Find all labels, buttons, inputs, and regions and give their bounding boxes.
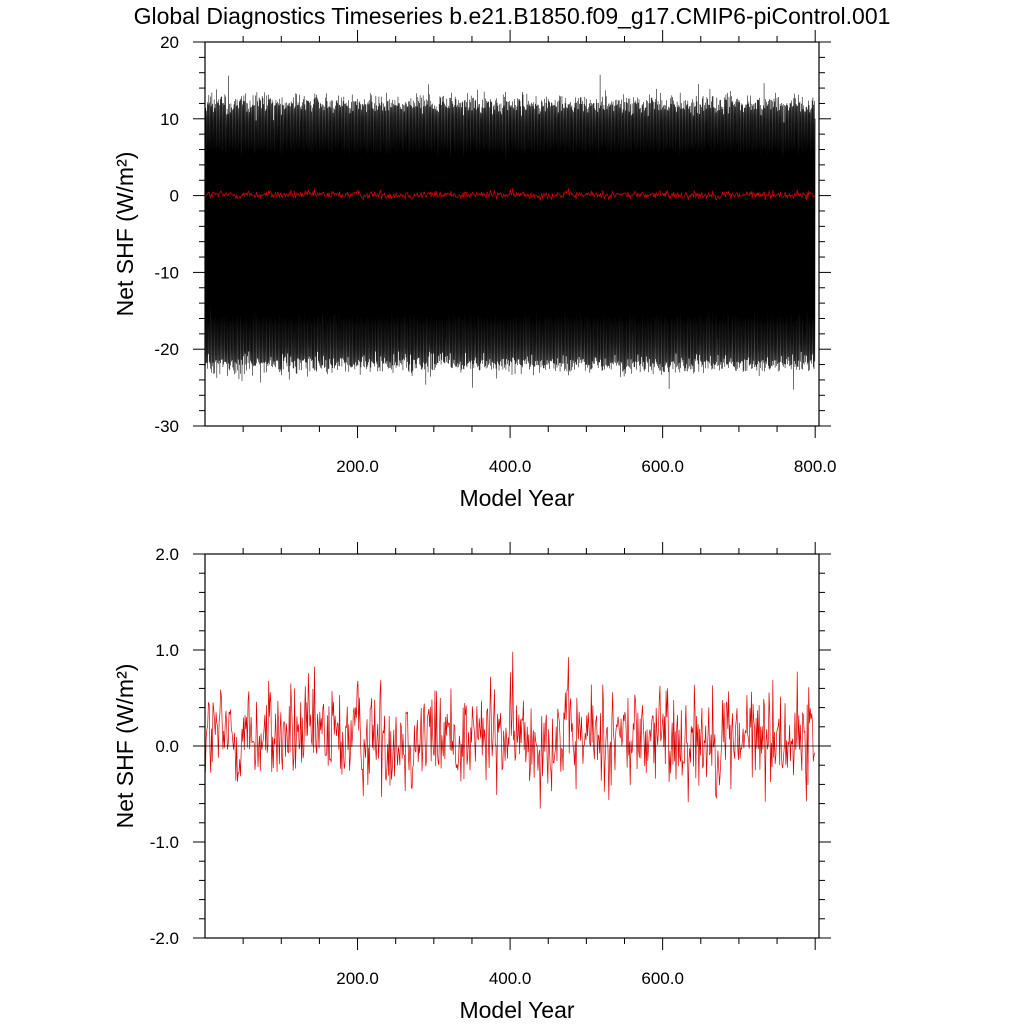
chart-panel-top: -30 -20 -10 0 10 20 200.0 400.0 600.0 800.0 Model …	[112, 30, 836, 511]
x-axis-label: Model Year	[459, 485, 574, 511]
y-tick-label: -30	[154, 417, 179, 436]
figure-title: Global Diagnostics Timeseries b.e21.B185…	[134, 3, 891, 29]
y-tick-label: 0	[170, 187, 179, 206]
x-tick-label: 400.0	[489, 457, 532, 476]
y-axis-label: Net SHF (W/m²)	[112, 664, 138, 829]
monthly-series-line	[205, 74, 816, 390]
y-tick-label: -10	[154, 263, 179, 282]
annual-series-line	[205, 651, 816, 809]
y-tick-label: -2.0	[150, 929, 179, 948]
y-tick-label: -1.0	[150, 833, 179, 852]
y-tick-label: -20	[154, 340, 179, 359]
x-tick-label: 600.0	[641, 457, 684, 476]
x-tick-label: 200.0	[336, 969, 379, 988]
plot-area	[205, 651, 816, 809]
x-tick-label: 400.0	[489, 969, 532, 988]
y-tick-label: 10	[160, 110, 179, 129]
x-tick-label: 200.0	[336, 457, 379, 476]
y-tick-label: 2.0	[155, 545, 179, 564]
y-tick-label: 0.0	[155, 737, 179, 756]
y-axis-label: Net SHF (W/m²)	[112, 152, 138, 317]
plot-frame	[204, 41, 820, 427]
chart-panel-bottom: -2.0 -1.0 0.0 1.0 2.0 200.0 400.0 600.0 Model Ye…	[112, 542, 831, 1023]
plot-area	[205, 74, 816, 390]
x-axis-label: Model Year	[459, 997, 574, 1023]
y-tick-label: 20	[160, 33, 179, 52]
annual-series-line	[205, 188, 815, 202]
y-tick-label: 1.0	[155, 641, 179, 660]
x-tick-label: 800.0	[794, 457, 837, 476]
x-tick-label: 600.0	[641, 969, 684, 988]
